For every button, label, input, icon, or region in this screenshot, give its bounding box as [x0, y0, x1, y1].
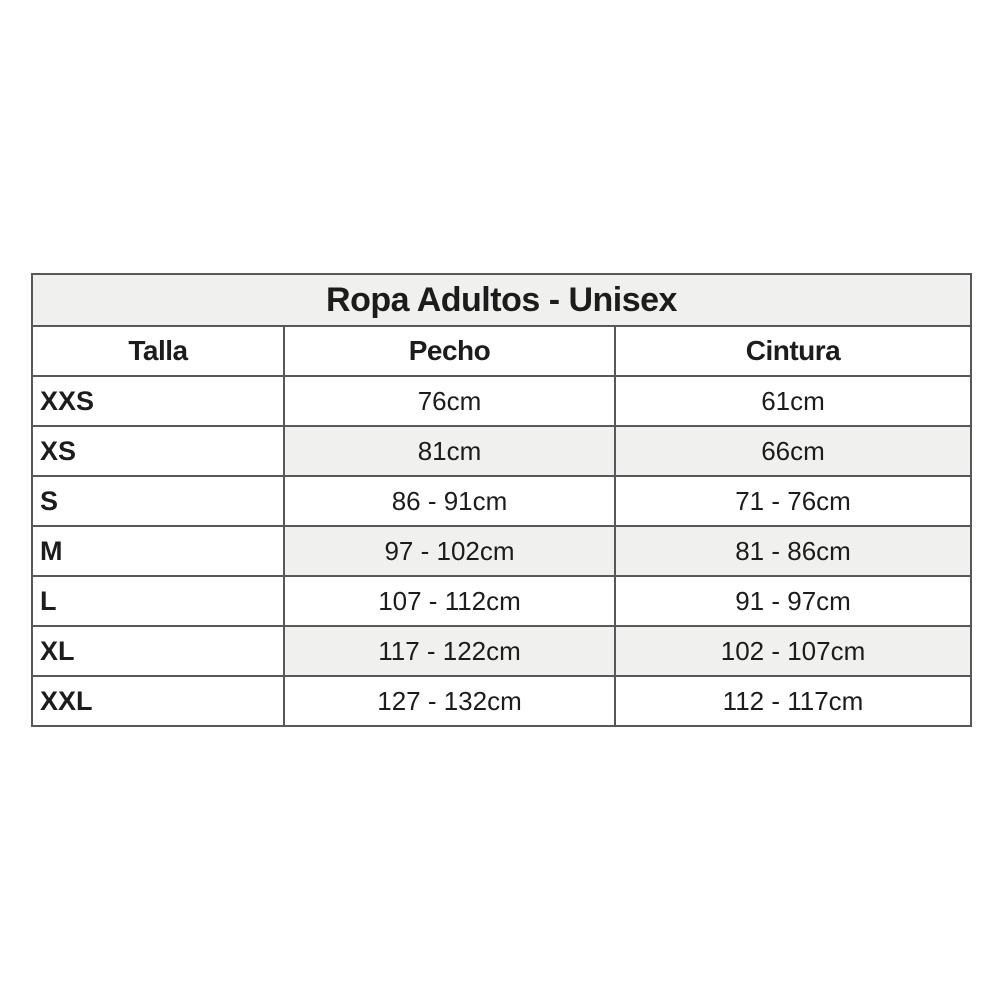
waist-value-cell: 61cm	[613, 375, 973, 427]
table-row: XXS 76cm 61cm	[31, 375, 973, 427]
chest-value-cell: 86 - 91cm	[283, 475, 616, 527]
chest-value-cell: 97 - 102cm	[283, 525, 616, 577]
waist-value-cell: 91 - 97cm	[613, 575, 973, 627]
waist-value-cell: 112 - 117cm	[613, 675, 973, 727]
size-label-cell: XXL	[31, 675, 285, 727]
size-table-body: XXS 76cm 61cm XS 81cm 66cm S 86 - 91cm 7…	[31, 375, 973, 727]
size-label-cell: M	[31, 525, 285, 577]
table-header-row: Talla Pecho Cintura	[31, 325, 973, 377]
chest-value-cell: 127 - 132cm	[283, 675, 616, 727]
size-label-cell: S	[31, 475, 285, 527]
column-header-talla: Talla	[31, 325, 285, 377]
waist-value-cell: 71 - 76cm	[613, 475, 973, 527]
size-chart-table: Ropa Adultos - Unisex Talla Pecho Cintur…	[30, 273, 973, 727]
table-row: S 86 - 91cm 71 - 76cm	[31, 475, 973, 527]
waist-value-cell: 81 - 86cm	[613, 525, 973, 577]
column-header-cintura: Cintura	[613, 325, 973, 377]
waist-value-cell: 102 - 107cm	[613, 625, 973, 677]
chest-value-cell: 76cm	[283, 375, 616, 427]
table-row: L 107 - 112cm 91 - 97cm	[31, 575, 973, 627]
size-label-cell: L	[31, 575, 285, 627]
waist-value-cell: 66cm	[613, 425, 973, 477]
table-row: XS 81cm 66cm	[31, 425, 973, 477]
column-header-pecho: Pecho	[283, 325, 616, 377]
chest-value-cell: 107 - 112cm	[283, 575, 616, 627]
table-row: M 97 - 102cm 81 - 86cm	[31, 525, 973, 577]
size-label-cell: XS	[31, 425, 285, 477]
table-row: XXL 127 - 132cm 112 - 117cm	[31, 675, 973, 727]
size-label-cell: XL	[31, 625, 285, 677]
table-row: XL 117 - 122cm 102 - 107cm	[31, 625, 973, 677]
chest-value-cell: 81cm	[283, 425, 616, 477]
table-title-row: Ropa Adultos - Unisex	[30, 273, 973, 327]
chest-value-cell: 117 - 122cm	[283, 625, 616, 677]
size-label-cell: XXS	[31, 375, 285, 427]
table-title: Ropa Adultos - Unisex	[30, 273, 973, 327]
